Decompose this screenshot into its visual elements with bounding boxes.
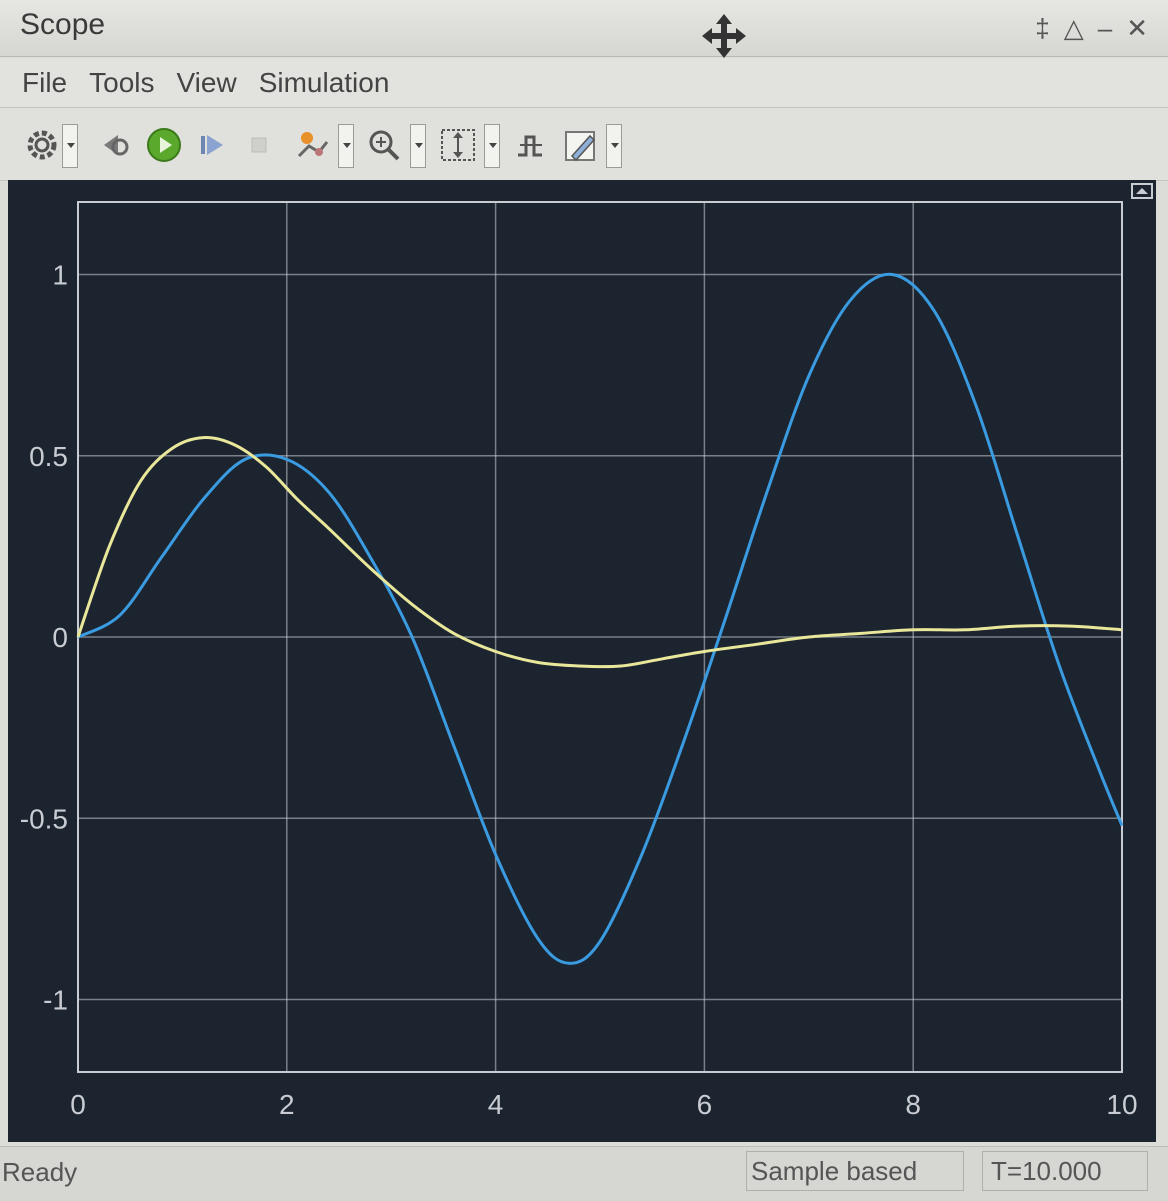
- y-tick-label: -0.5: [20, 803, 68, 834]
- run-icon[interactable]: [144, 126, 184, 164]
- window-controls: ‡ △ – ✕: [1035, 8, 1148, 48]
- gear-icon[interactable]: [24, 126, 60, 164]
- stop-icon[interactable]: [244, 126, 274, 164]
- close-icon[interactable]: ✕: [1126, 12, 1148, 43]
- status-ready: Ready: [2, 1157, 78, 1187]
- highlight-dropdown[interactable]: [338, 124, 354, 168]
- status-bar: Ready Sample based T=10.000: [0, 1146, 1168, 1201]
- step-forward-icon[interactable]: [194, 126, 230, 164]
- status-sim-time: T=10.000: [982, 1151, 1148, 1191]
- style-dropdown[interactable]: [606, 124, 622, 168]
- highlight-icon[interactable]: [292, 126, 332, 164]
- axes-maximize-icon[interactable]: [1131, 183, 1153, 199]
- title-bar[interactable]: Scope ‡ △ – ✕: [0, 0, 1168, 60]
- series-lines: [76, 272, 1124, 965]
- menu-simulation[interactable]: Simulation: [258, 66, 390, 98]
- style-icon[interactable]: [560, 126, 602, 164]
- settings-dropdown[interactable]: [62, 124, 78, 168]
- scope-plot[interactable]: 0 2 4 6 8 10 1 0.5 0 -0.5 -1: [8, 180, 1156, 1142]
- menu-file[interactable]: File: [22, 66, 68, 98]
- x-tick-label: 4: [488, 1089, 504, 1120]
- minimize-icon[interactable]: –: [1097, 12, 1113, 43]
- move-icon[interactable]: [700, 12, 748, 60]
- menu-bar: File Tools View Simulation: [0, 58, 1168, 108]
- y-tick-label: 1: [52, 260, 68, 291]
- step-back-icon[interactable]: [98, 126, 134, 164]
- x-tick-label: 10: [1106, 1089, 1137, 1120]
- y-tick-label: 0.5: [29, 441, 68, 472]
- toolbar: [0, 108, 1168, 181]
- tick-labels: 0 2 4 6 8 10 1 0.5 0 -0.5 -1: [20, 260, 1138, 1121]
- maximize-icon[interactable]: △: [1063, 12, 1084, 43]
- y-tick-label: 0: [52, 622, 68, 653]
- series-line-blue: [77, 272, 1124, 965]
- scale-axes-icon[interactable]: [436, 126, 480, 164]
- y-tick-label: -1: [43, 985, 68, 1016]
- triggers-icon[interactable]: [510, 126, 550, 164]
- window-title: Scope: [20, 8, 106, 41]
- x-tick-label: 6: [697, 1089, 713, 1120]
- status-sample-mode: Sample based: [746, 1151, 964, 1191]
- menu-view[interactable]: View: [176, 66, 237, 98]
- x-tick-label: 0: [70, 1089, 86, 1120]
- undock-icon[interactable]: ‡: [1035, 12, 1050, 43]
- series-line-yellow: [76, 436, 1123, 669]
- menu-tools[interactable]: Tools: [89, 66, 155, 98]
- x-tick-label: 8: [905, 1089, 921, 1120]
- plot-area[interactable]: 0 2 4 6 8 10 1 0.5 0 -0.5 -1: [8, 180, 1156, 1142]
- x-tick-label: 2: [279, 1089, 295, 1120]
- scale-dropdown[interactable]: [484, 124, 500, 168]
- zoom-dropdown[interactable]: [410, 124, 426, 168]
- zoom-icon[interactable]: [364, 126, 404, 164]
